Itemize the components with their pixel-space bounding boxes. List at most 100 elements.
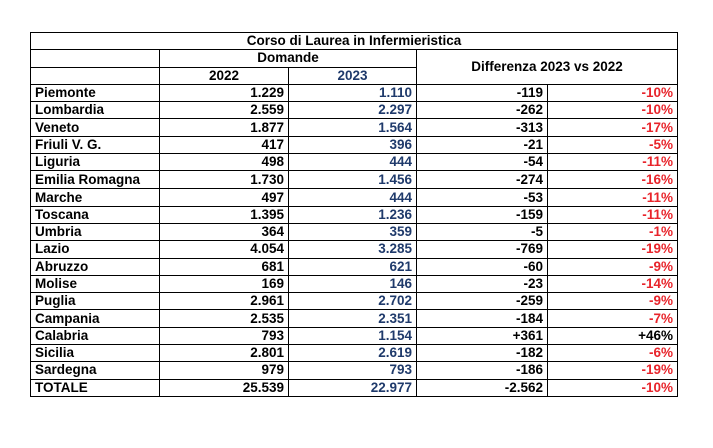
table-row: Liguria 498 444 -54 -11% (30, 153, 679, 172)
value-2022-cell: 793 (159, 326, 289, 346)
table-row: Piemonte 1.229 1.110 -119 -10% (30, 83, 679, 103)
percent-change-cell: -14% (546, 274, 679, 294)
value-2023-cell: 396 (288, 135, 417, 155)
value-2022-cell: 2.535 (159, 309, 289, 328)
value-2023-cell: 1.236 (288, 205, 417, 224)
percent-change-cell: -19% (546, 240, 679, 259)
difference-cell: -262 (416, 101, 548, 120)
region-cell: Umbria (30, 222, 160, 242)
group-header-row: Domande Differenza 2023 vs 2022 (30, 49, 679, 85)
value-2023-cell: 444 (288, 153, 417, 172)
difference-cell: +361 (416, 326, 548, 346)
difference-cell: -182 (416, 344, 548, 363)
percent-change-cell: -11% (546, 205, 679, 224)
value-2022-cell: 498 (159, 153, 289, 172)
difference-cell: -184 (416, 309, 548, 328)
value-2022-cell: 4.054 (159, 240, 289, 259)
table-row: Lombardia 2.559 2.297 -262 -10% (30, 101, 679, 120)
value-2022-cell: 2.559 (159, 101, 289, 120)
table-row: Sardegna 979 793 -186 -19% (30, 361, 679, 380)
value-2022-cell: 417 (159, 135, 289, 155)
region-cell: Puglia (30, 292, 160, 311)
percent-change-cell: -9% (546, 257, 679, 276)
table-row: Molise 169 146 -23 -14% (30, 274, 679, 294)
region-cell: Liguria (30, 153, 160, 172)
value-2023-cell: 22.977 (288, 378, 417, 397)
percent-change-cell: -7% (546, 309, 679, 328)
value-2022-cell: 25.539 (159, 378, 289, 397)
value-2023-cell: 1.564 (288, 118, 417, 137)
value-2022-cell: 169 (159, 274, 289, 294)
percent-change-cell: -1% (546, 222, 679, 242)
value-2023-cell: 621 (288, 257, 417, 276)
region-cell: Marche (30, 188, 160, 207)
region-cell: Veneto (30, 118, 160, 137)
difference-cell: -21 (416, 135, 548, 155)
value-2022-cell: 1.395 (159, 205, 289, 224)
table-row: Campania 2.535 2.351 -184 -7% (30, 309, 679, 328)
percent-change-cell: -5% (546, 135, 679, 155)
table-row: Emilia Romagna 1.730 1.456 -274 -16% (30, 170, 679, 190)
nursing-applications-table: Corso di Laurea in Infermieristica Doman… (29, 31, 679, 397)
value-2023-cell: 1.110 (288, 83, 417, 103)
value-2023-cell: 359 (288, 222, 417, 242)
difference-cell: -259 (416, 292, 548, 311)
value-2023-cell: 793 (288, 361, 417, 380)
region-cell: Friuli V. G. (30, 135, 160, 155)
empty-header-cell (30, 49, 160, 68)
year-2023-header: 2023 (288, 66, 417, 85)
value-2023-cell: 2.351 (288, 309, 417, 328)
difference-cell: -2.562 (416, 378, 548, 397)
title-row: Corso di Laurea in Infermieristica (29, 31, 679, 51)
value-2023-cell: 1.456 (288, 170, 417, 190)
difference-cell: -119 (416, 83, 548, 103)
percent-change-cell: -6% (546, 344, 679, 363)
table-row: Abruzzo 681 621 -60 -9% (30, 257, 679, 276)
percent-change-cell: +46% (546, 326, 679, 346)
region-cell: Molise (30, 274, 160, 294)
region-cell: Piemonte (30, 83, 160, 103)
region-cell: Calabria (30, 326, 160, 346)
difference-cell: -60 (416, 257, 548, 276)
region-cell: Sardegna (30, 361, 160, 380)
difference-cell: -313 (416, 118, 548, 137)
table-row: Calabria 793 1.154 +361 +46% (30, 326, 679, 346)
year-2022-header: 2022 (159, 66, 289, 85)
percent-change-cell: -16% (546, 170, 679, 190)
difference-cell: -769 (416, 240, 548, 259)
value-2023-cell: 146 (288, 274, 417, 294)
value-2022-cell: 497 (159, 188, 289, 207)
percent-change-cell: -10% (546, 378, 679, 397)
region-cell: TOTALE (30, 378, 160, 397)
value-2022-cell: 2.961 (159, 292, 289, 311)
percent-change-cell: -19% (546, 361, 679, 380)
table-row: Veneto 1.877 1.564 -313 -17% (30, 118, 679, 137)
region-cell: Lombardia (30, 101, 160, 120)
table-row: Sicilia 2.801 2.619 -182 -6% (30, 344, 679, 363)
table-row: Puglia 2.961 2.702 -259 -9% (30, 292, 679, 311)
value-2022-cell: 364 (159, 222, 289, 242)
value-2023-cell: 3.285 (288, 240, 417, 259)
domande-header: Domande (159, 49, 417, 68)
value-2023-cell: 444 (288, 188, 417, 207)
region-cell: Lazio (30, 240, 160, 259)
region-cell: Sicilia (30, 344, 160, 363)
value-2023-cell: 2.702 (288, 292, 417, 311)
value-2023-cell: 2.297 (288, 101, 417, 120)
difference-cell: -53 (416, 188, 548, 207)
value-2023-cell: 2.619 (288, 344, 417, 363)
year-header-row: 2022 2023 (30, 66, 678, 85)
difference-cell: -159 (416, 205, 548, 224)
difference-header: Differenza 2023 vs 2022 (415, 49, 679, 85)
total-row: TOTALE 25.539 22.977 -2.562 -10% (30, 378, 679, 397)
table-row: Umbria 364 359 -5 -1% (30, 222, 679, 242)
table-title: Corso di Laurea in Infermieristica (29, 31, 679, 51)
percent-change-cell: -9% (546, 292, 679, 311)
difference-cell: -274 (416, 170, 548, 190)
value-2022-cell: 1.229 (159, 83, 289, 103)
value-2022-cell: 2.801 (159, 344, 289, 363)
percent-change-cell: -10% (546, 101, 679, 120)
percent-change-cell: -17% (546, 118, 679, 137)
difference-cell: -54 (416, 153, 548, 172)
difference-cell: -23 (416, 274, 548, 294)
